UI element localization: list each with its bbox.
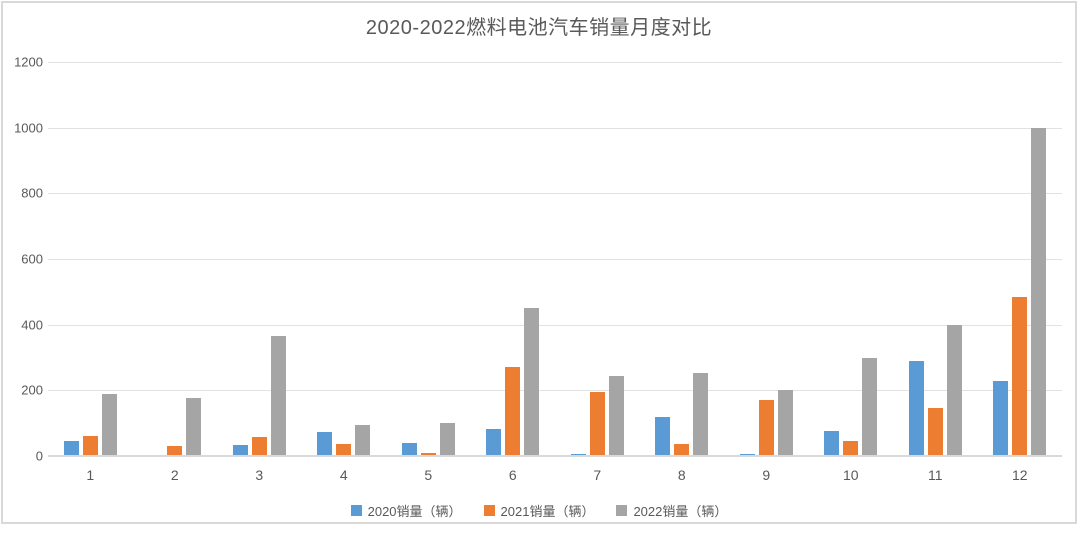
bar-2022-month-9: [777, 390, 793, 456]
bar-2022-month-1: [101, 393, 117, 456]
bar-2020-month-3: [232, 444, 248, 456]
bar-2020-month-11: [908, 361, 924, 456]
bar-2020-month-1: [63, 441, 79, 456]
bar-2021-month-1: [82, 435, 98, 456]
y-axis-tick-label-200: 200: [21, 382, 43, 398]
bar-group-month-10: [809, 62, 894, 456]
bar-group-month-12: [978, 62, 1063, 456]
legend-item-2021: 2021销量（辆）: [483, 501, 595, 520]
y-axis-tick-label-800: 800: [21, 185, 43, 201]
gridline-1200: [48, 62, 1062, 63]
legend: 2020销量（辆） 2021销量（辆） 2022销量（辆）: [3, 501, 1075, 520]
x-axis-tick-label-4: 4: [339, 467, 348, 483]
y-axis-tick-label-1200: 1200: [14, 54, 43, 70]
bar-2022-month-3: [270, 336, 286, 456]
bar-2021-month-10: [843, 441, 859, 456]
bar-2022-month-2: [186, 397, 202, 456]
legend-label: 2020销量（辆）: [367, 504, 462, 519]
x-axis-tick-label-2: 2: [170, 467, 179, 483]
bar-2021-month-6: [505, 367, 521, 456]
x-axis-tick-label-7: 7: [593, 467, 602, 483]
gridline-200: [48, 390, 1062, 392]
bar-2021-month-4: [336, 443, 352, 456]
chart-frame: 2020-2022燃料电池汽车销量月度对比 0 200 400 600 800 1000 1…: [1, 1, 1077, 524]
x-axis-tick-label-12: 12: [1011, 467, 1028, 483]
legend-swatch-icon: [350, 505, 362, 516]
bar-2021-month-12: [1012, 297, 1028, 456]
bar-2021-month-7: [589, 392, 605, 456]
x-axis: 1 2 3 4 5 6 7 8 9 10 11 12: [48, 467, 1062, 483]
plot-area: 0 200 400 600 800 1000 1200: [14, 55, 1062, 464]
bar-group-month-7: [555, 62, 640, 456]
bar-2022-month-10: [862, 357, 878, 456]
bar-2020-month-4: [317, 432, 333, 456]
x-axis-tick-label-10: 10: [842, 467, 859, 483]
bar-2022-month-6: [524, 307, 540, 456]
bar-2021-month-2: [167, 446, 183, 456]
bar-group-month-11: [893, 62, 978, 456]
bar-group-month-5: [386, 62, 471, 456]
legend-label: 2022销量（辆）: [633, 504, 728, 519]
bar-2022-month-8: [693, 372, 709, 456]
y-axis-tick-label-0: 0: [35, 448, 43, 464]
bar-2021-month-3: [251, 436, 267, 456]
bar-2020-month-5: [401, 442, 417, 456]
bar-2020-month-6: [486, 429, 502, 456]
bar-2022-month-11: [946, 324, 962, 456]
legend-label: 2021销量（辆）: [500, 504, 595, 519]
bar-2022-month-7: [608, 375, 624, 456]
bar-2020-month-12: [993, 381, 1009, 456]
y-axis-tick-label-600: 600: [21, 251, 43, 267]
x-axis-tick-label-1: 1: [86, 467, 95, 483]
bar-group-month-6: [471, 62, 556, 456]
bar-group-month-9: [724, 62, 809, 456]
x-axis-tick-label-8: 8: [677, 467, 686, 483]
bar-group-month-8: [640, 62, 725, 456]
bar-group-month-4: [302, 62, 387, 456]
bar-2020-month-8: [655, 416, 671, 456]
chart-title: 2020-2022燃料电池汽车销量月度对比: [365, 17, 713, 39]
y-axis-tick-label-1000: 1000: [14, 120, 43, 136]
gridline-600: [48, 259, 1062, 260]
legend-swatch-icon: [616, 505, 628, 516]
gridline-800: [48, 193, 1062, 195]
legend-swatch-icon: [483, 505, 495, 516]
gridline-1000: [48, 127, 1062, 129]
bar-2021-month-5: [420, 453, 436, 456]
bar-2022-month-4: [355, 425, 371, 456]
x-axis-tick-label-6: 6: [508, 467, 517, 483]
bar-2021-month-8: [674, 443, 690, 456]
bar-group-month-3: [217, 62, 302, 456]
x-axis-tick-label-3: 3: [255, 467, 264, 483]
bar-2022-month-5: [439, 422, 455, 456]
bar-2020-month-10: [824, 431, 840, 456]
x-axis-tick-label-9: 9: [762, 467, 771, 483]
bar-2022-month-12: [1031, 127, 1047, 456]
x-axis-tick-label-5: 5: [424, 467, 433, 483]
y-axis-tick-label-400: 400: [21, 317, 43, 333]
bar-2021-month-11: [927, 408, 943, 456]
gridline-400: [48, 324, 1062, 326]
legend-item-2020: 2020销量（辆）: [350, 501, 462, 520]
x-axis-tick-label-11: 11: [927, 467, 943, 483]
legend-item-2022: 2022销量（辆）: [616, 501, 727, 520]
bar-group-month-1: [48, 62, 133, 456]
bar-2021-month-9: [758, 399, 774, 456]
bar-group-month-2: [133, 62, 218, 456]
bar-groups: [48, 62, 1062, 456]
x-axis-line: [48, 455, 1062, 457]
